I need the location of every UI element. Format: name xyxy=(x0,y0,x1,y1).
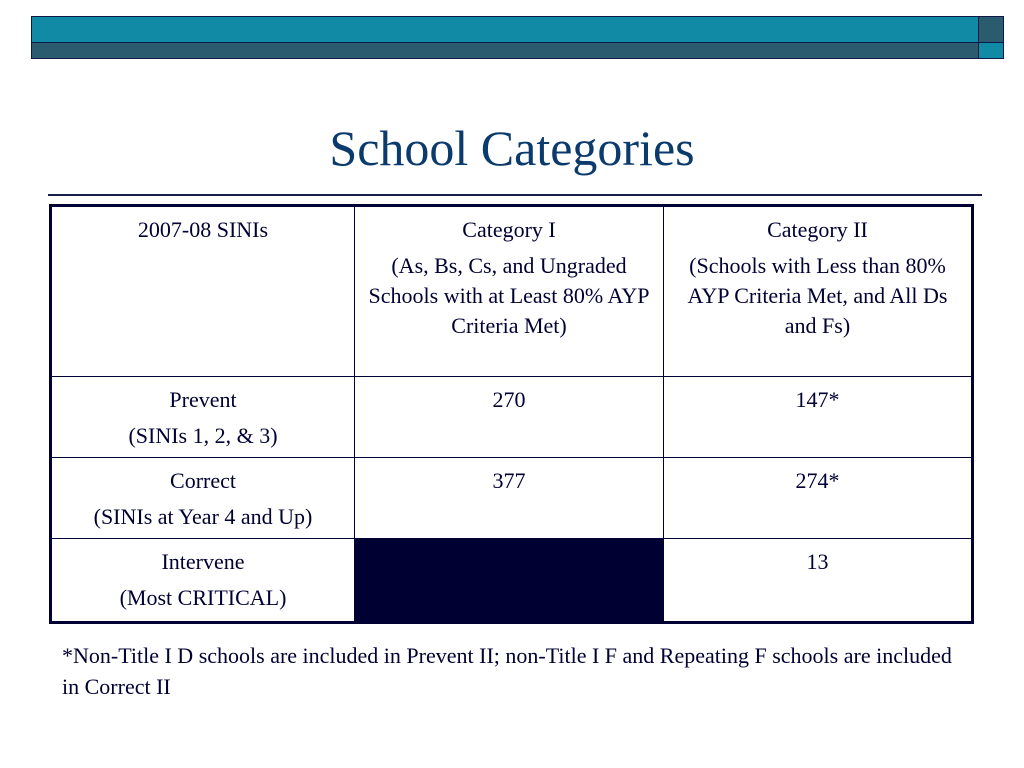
footnote: *Non-Title I D schools are included in P… xyxy=(62,643,952,699)
header-subtext: (Schools with Less than 80% AYP Criteria… xyxy=(687,253,948,338)
header-corner-top xyxy=(978,16,1004,43)
header-text: Category I xyxy=(462,217,556,242)
table-header-row: 2007-08 SINIs Category I (As, Bs, Cs, and… xyxy=(50,205,973,377)
header-corner-bottom xyxy=(978,42,1004,59)
table-row: Prevent (SINIs 1, 2, & 3) 270 147* xyxy=(50,376,973,458)
row-subtitle: (SINIs at Year 4 and Up) xyxy=(93,504,313,529)
cell-cat1: 377 xyxy=(354,457,664,539)
cell-cat2: 274* xyxy=(663,457,973,539)
table-row: Correct (SINIs at Year 4 and Up) 377 274* xyxy=(50,457,973,539)
slide-title: School Categories xyxy=(329,120,695,176)
row-label: Prevent (SINIs 1, 2, & 3) xyxy=(50,376,355,458)
cell-cat2: 13 xyxy=(663,538,973,623)
header-bar-bottom xyxy=(31,42,979,59)
row-title: Intervene xyxy=(161,549,245,574)
header-text: Category II xyxy=(767,217,868,242)
header-sinis: 2007-08 SINIs xyxy=(50,205,355,377)
title-divider xyxy=(48,194,982,196)
header-subtext: (As, Bs, Cs, and Ungraded Schools with a… xyxy=(368,253,650,338)
row-title: Correct xyxy=(170,468,236,493)
header-category-1: Category I (As, Bs, Cs, and Ungraded Scho… xyxy=(354,205,664,377)
cell-cat1-blocked xyxy=(354,538,664,623)
row-label: Correct (SINIs at Year 4 and Up) xyxy=(50,457,355,539)
row-subtitle: (Most CRITICAL) xyxy=(119,585,287,610)
row-title: Prevent xyxy=(169,387,237,412)
categories-table: 2007-08 SINIs Category I (As, Bs, Cs, and… xyxy=(49,204,974,624)
header-bar-top xyxy=(31,16,979,43)
cell-cat1: 270 xyxy=(354,376,664,458)
row-label: Intervene (Most CRITICAL) xyxy=(50,538,355,623)
header-category-2: Category II (Schools with Less than 80% A… xyxy=(663,205,973,377)
row-subtitle: (SINIs 1, 2, & 3) xyxy=(128,423,278,448)
header-text: 2007-08 SINIs xyxy=(137,217,269,242)
cell-cat2: 147* xyxy=(663,376,973,458)
table-row: Intervene (Most CRITICAL) 13 xyxy=(50,538,973,623)
